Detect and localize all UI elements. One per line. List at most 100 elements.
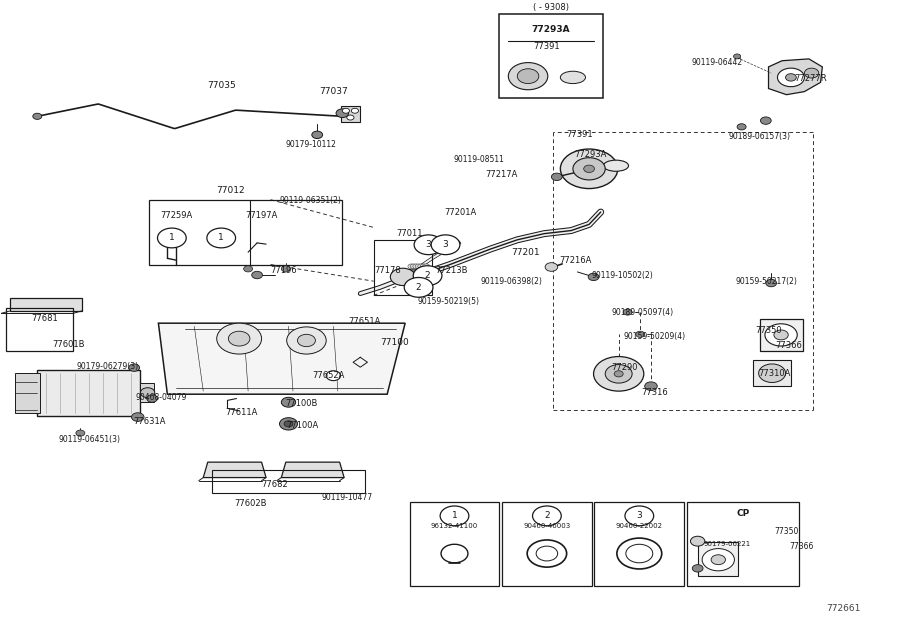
Circle shape: [605, 365, 632, 383]
Bar: [212, 469, 364, 493]
Text: 77100: 77100: [380, 338, 409, 348]
Circle shape: [419, 270, 427, 274]
Ellipse shape: [561, 71, 586, 84]
Circle shape: [131, 413, 144, 422]
Circle shape: [734, 54, 741, 59]
Text: 90119-06451(3): 90119-06451(3): [58, 435, 121, 444]
Circle shape: [326, 371, 340, 381]
Circle shape: [518, 69, 539, 84]
Bar: [340, 106, 360, 122]
Text: 2: 2: [416, 283, 421, 292]
Circle shape: [786, 74, 796, 81]
Text: 90460-22002: 90460-22002: [616, 523, 662, 528]
Circle shape: [419, 275, 427, 280]
Bar: [500, 14, 602, 97]
Bar: [595, 502, 684, 586]
Text: 77035: 77035: [207, 81, 236, 90]
Text: 77197A: 77197A: [246, 211, 278, 220]
Circle shape: [284, 421, 293, 427]
Text: 2: 2: [425, 271, 430, 280]
Text: 77366: 77366: [776, 341, 803, 350]
Text: 77631A: 77631A: [133, 417, 166, 427]
Circle shape: [252, 271, 263, 279]
Circle shape: [158, 228, 186, 248]
Text: 90159-50219(5): 90159-50219(5): [418, 297, 479, 306]
Text: 77100B: 77100B: [286, 399, 318, 408]
Text: 77366: 77366: [789, 542, 814, 551]
Circle shape: [418, 270, 426, 274]
Circle shape: [407, 275, 414, 280]
Polygon shape: [158, 323, 405, 394]
Circle shape: [774, 330, 788, 340]
Text: 77601B: 77601B: [52, 340, 85, 349]
Circle shape: [413, 270, 420, 274]
Text: 90159-50217(2): 90159-50217(2): [736, 277, 797, 286]
Circle shape: [244, 266, 253, 272]
Text: 77681: 77681: [32, 314, 58, 323]
Bar: [374, 240, 432, 296]
Circle shape: [418, 270, 425, 274]
Text: 90119-08511: 90119-08511: [454, 155, 504, 164]
Circle shape: [625, 506, 653, 526]
Circle shape: [702, 548, 734, 571]
Text: 77100A: 77100A: [286, 420, 318, 430]
Circle shape: [414, 235, 443, 255]
Circle shape: [207, 228, 236, 248]
Circle shape: [778, 68, 805, 87]
Text: 90468-04079: 90468-04079: [135, 393, 187, 402]
Text: 77178: 77178: [374, 266, 400, 275]
Text: 2: 2: [544, 511, 550, 520]
Bar: [6, 308, 73, 351]
Circle shape: [287, 327, 326, 354]
Text: 77652A: 77652A: [312, 371, 345, 380]
Circle shape: [440, 506, 469, 526]
Text: 77213B: 77213B: [436, 266, 468, 275]
Circle shape: [351, 108, 358, 113]
Circle shape: [533, 506, 562, 526]
Bar: [502, 502, 592, 586]
Text: 1: 1: [452, 511, 457, 520]
Text: 772661: 772661: [826, 604, 861, 613]
Circle shape: [692, 564, 703, 572]
Circle shape: [147, 395, 158, 402]
Circle shape: [690, 537, 705, 546]
Circle shape: [391, 268, 416, 286]
Circle shape: [737, 124, 746, 130]
Circle shape: [280, 418, 298, 430]
Circle shape: [765, 324, 797, 346]
Circle shape: [421, 275, 428, 280]
Circle shape: [410, 270, 417, 274]
Text: 3: 3: [443, 240, 448, 249]
Text: 77217A: 77217A: [485, 171, 518, 179]
Circle shape: [413, 264, 420, 269]
Circle shape: [589, 273, 598, 281]
Circle shape: [298, 334, 315, 347]
Circle shape: [561, 149, 617, 189]
Circle shape: [423, 270, 430, 274]
Text: 77293A: 77293A: [532, 25, 571, 34]
Bar: [410, 502, 500, 586]
Circle shape: [416, 270, 423, 274]
Circle shape: [545, 263, 558, 271]
Circle shape: [766, 279, 777, 287]
Text: 77293A: 77293A: [575, 150, 608, 159]
Circle shape: [552, 173, 562, 181]
Circle shape: [418, 264, 425, 269]
Text: ( - 9308): ( - 9308): [533, 2, 569, 12]
Circle shape: [711, 555, 725, 564]
Text: 77350: 77350: [775, 527, 799, 537]
Polygon shape: [11, 299, 82, 311]
Text: 77216A: 77216A: [560, 256, 592, 265]
Text: 90119-10502(2): 90119-10502(2): [591, 271, 653, 280]
Circle shape: [409, 270, 416, 274]
Circle shape: [584, 165, 595, 173]
Text: 77037: 77037: [319, 87, 347, 96]
Circle shape: [805, 68, 819, 78]
Text: 77196: 77196: [271, 266, 297, 275]
Circle shape: [623, 309, 632, 315]
Text: 90189-06157(3): 90189-06157(3): [728, 132, 790, 141]
Ellipse shape: [603, 160, 628, 171]
Text: 77350: 77350: [755, 326, 782, 335]
Text: 77682: 77682: [262, 481, 288, 489]
Circle shape: [644, 382, 657, 391]
